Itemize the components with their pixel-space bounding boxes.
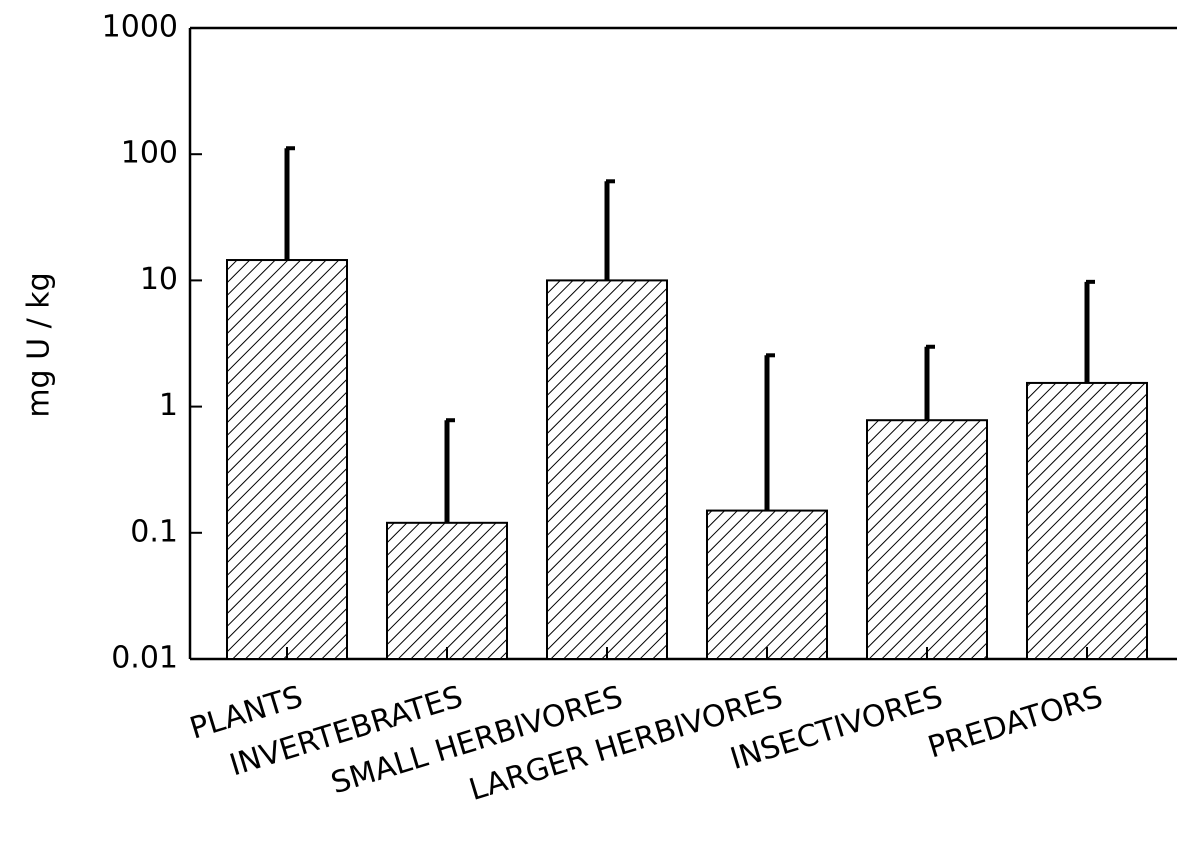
- bar: [866, 419, 988, 660]
- bar: [1026, 381, 1148, 660]
- y-tick-label: 0.01: [111, 641, 178, 676]
- bar: [386, 521, 508, 660]
- bar: [546, 279, 668, 660]
- y-tick-label: 1: [159, 388, 178, 423]
- y-tick-label: 100: [121, 136, 178, 171]
- bar: [706, 509, 828, 660]
- y-axis-label: mg U / kg: [22, 272, 57, 417]
- y-tick-label: 10: [140, 262, 178, 297]
- y-tick-label: 1000: [102, 10, 178, 45]
- y-tick-label: 0.1: [130, 514, 178, 549]
- x-tick-label: PREDATORS: [924, 679, 1107, 765]
- bar: [226, 259, 348, 660]
